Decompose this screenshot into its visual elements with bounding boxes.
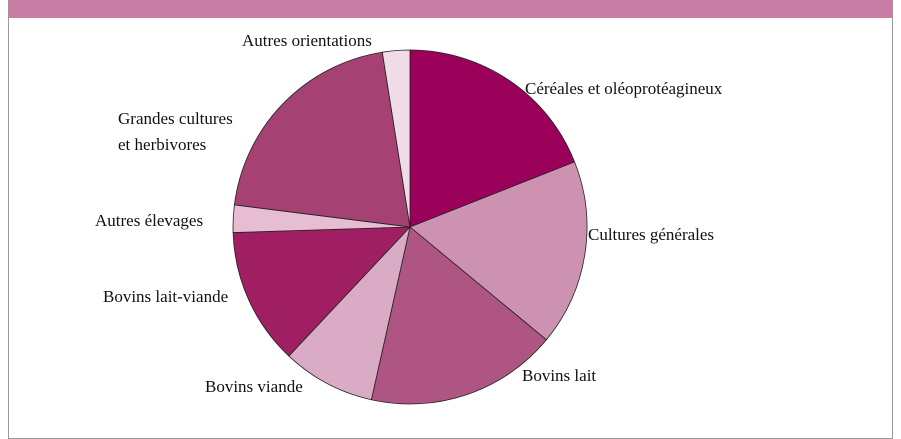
slice-label: Bovins lait xyxy=(522,366,596,385)
label-line: Grandes cultures xyxy=(118,109,233,128)
label-line: Bovins lait-viande xyxy=(103,287,228,306)
label-line: Bovins viande xyxy=(205,377,303,396)
slice-label: Autres élevages xyxy=(95,211,203,230)
header-bar xyxy=(8,0,893,18)
slice-label: Cultures générales xyxy=(588,225,714,244)
slice-label: Bovins viande xyxy=(205,377,303,396)
pie-slice xyxy=(288,225,411,401)
label-line: Céréales et oléoprotéagineux xyxy=(525,79,723,98)
slice-label: Bovins lait-viande xyxy=(103,287,228,306)
pie-slice xyxy=(381,49,411,228)
pie-slice xyxy=(232,226,411,357)
pie-slice xyxy=(409,161,588,341)
label-line: Cultures générales xyxy=(588,225,714,244)
pie-slice xyxy=(370,226,547,405)
pie-slice xyxy=(233,51,411,228)
slice-label: Céréales et oléoprotéagineux xyxy=(525,79,723,98)
label-line: Autres élevages xyxy=(95,211,203,230)
pie-slice xyxy=(409,49,576,228)
label-line: Autres orientations xyxy=(242,31,372,50)
slice-label: Autres orientations xyxy=(242,31,372,50)
label-line: et herbivores xyxy=(118,135,206,154)
slice-label: Grandes cultures et herbivores xyxy=(118,109,233,154)
label-line: Bovins lait xyxy=(522,366,596,385)
